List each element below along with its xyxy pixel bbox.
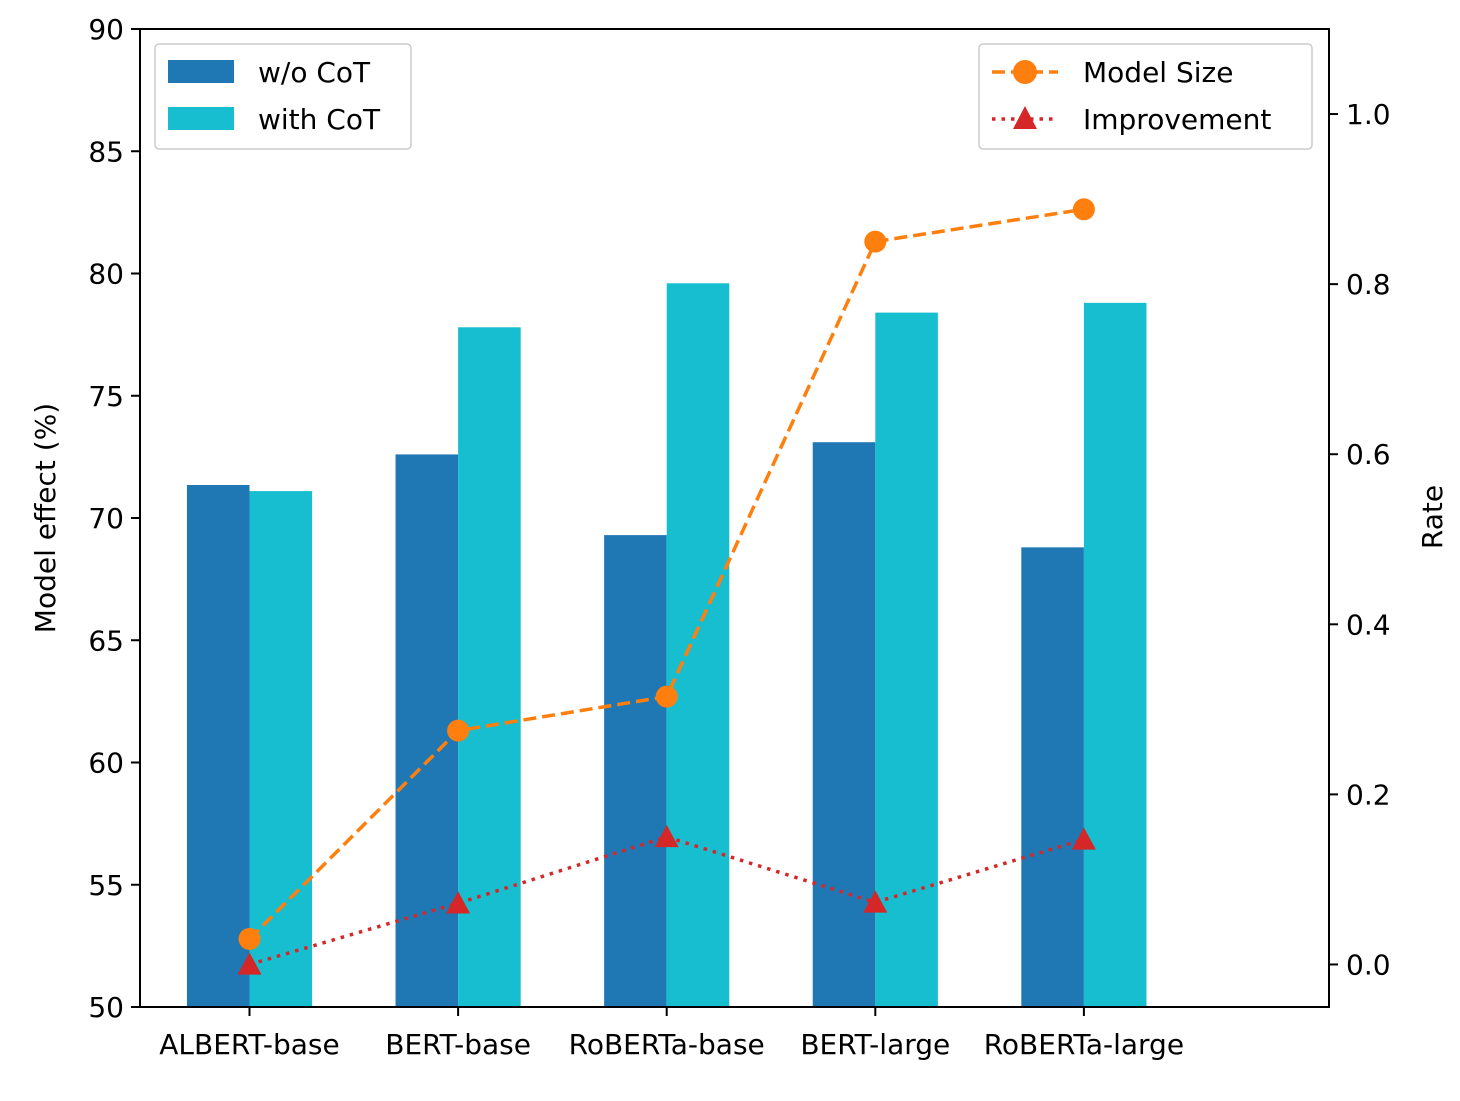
legend-swatch-wo-cot xyxy=(168,60,234,83)
bar-with-cot-bert-base xyxy=(458,327,521,1007)
right-tick-label-0.4: 0.4 xyxy=(1346,608,1391,641)
right-tick-label-0.6: 0.6 xyxy=(1346,438,1391,471)
legend-label-improvement: Improvement xyxy=(1083,103,1271,136)
point-improvement-bert-base xyxy=(446,891,471,914)
point-model-size-roberta-large xyxy=(1072,198,1095,221)
left-tick-label-90: 90 xyxy=(88,13,124,46)
legend-marker-improvement xyxy=(1013,106,1037,129)
left-tick-label-50: 50 xyxy=(88,991,124,1024)
x-tick-label-bert-base: BERT-base xyxy=(385,1028,531,1061)
point-improvement-roberta-large xyxy=(1071,827,1096,850)
legend-lines: Model Size Improvement xyxy=(978,43,1313,150)
bar-w-o-cot-bert-large xyxy=(812,442,876,1008)
point-improvement-bert-large xyxy=(863,890,888,913)
legend-swatch-with-cot xyxy=(168,107,234,130)
x-tick-label-roberta-large: RoBERTa-large xyxy=(984,1028,1184,1061)
legend-label-wo-cot: w/o CoT xyxy=(258,56,371,89)
bar-with-cot-roberta-base xyxy=(666,283,730,1007)
left-tick-label-70: 70 xyxy=(88,502,124,535)
right-tick-label-1.0: 1.0 xyxy=(1346,98,1391,131)
bars-layer xyxy=(186,283,1147,1008)
x-tick-label-albert-base: ALBERT-base xyxy=(159,1028,339,1061)
left-tick-label-55: 55 xyxy=(88,869,124,902)
x-tick-label-roberta-base: RoBERTa-base xyxy=(569,1028,765,1061)
point-model-size-bert-large xyxy=(864,230,887,253)
right-tick-label-0.8: 0.8 xyxy=(1346,268,1391,301)
legend-lines-frame xyxy=(978,43,1313,150)
bar-with-cot-bert-large xyxy=(875,312,938,1007)
right-axis-title: Rate xyxy=(1416,485,1449,549)
left-tick-label-60: 60 xyxy=(88,747,124,780)
left-axis-title: Model effect (%) xyxy=(29,403,62,633)
point-model-size-roberta-base xyxy=(655,685,678,708)
left-tick-label-80: 80 xyxy=(88,258,124,291)
legend-label-with-cot: with CoT xyxy=(258,103,381,136)
legend-marker-model-size xyxy=(1013,60,1037,84)
bar-with-cot-roberta-large xyxy=(1083,302,1147,1008)
bar-w-o-cot-roberta-large xyxy=(1021,547,1084,1007)
left-tick-label-65: 65 xyxy=(88,624,124,657)
x-tick-label-bert-large: BERT-large xyxy=(800,1028,950,1061)
legend-bars: w/o CoT with CoT xyxy=(154,43,412,150)
legend-label-model-size: Model Size xyxy=(1083,56,1233,89)
left-tick-label-75: 75 xyxy=(88,380,124,413)
lines-layer xyxy=(237,198,1096,975)
right-tick-label-0.0: 0.0 xyxy=(1346,948,1391,981)
point-model-size-albert-base xyxy=(238,927,261,950)
right-tick-label-0.2: 0.2 xyxy=(1346,778,1391,811)
line-improvement xyxy=(249,835,1085,967)
axes-layer: 50 55 60 65 70 75 80 85 90 0.0 0.2 0.4 0.6 0.8 1.0 ALBE… xyxy=(88,13,1390,1061)
plot-frame xyxy=(139,28,1330,1008)
point-improvement-roberta-base xyxy=(654,824,679,848)
left-tick-label-85: 85 xyxy=(88,135,124,168)
bar-w-o-cot-roberta-base xyxy=(604,535,667,1007)
bar-with-cot-albert-base xyxy=(249,491,313,1008)
point-improvement-albert-base xyxy=(237,952,262,975)
bar-w-o-cot-albert-base xyxy=(186,484,250,1007)
point-model-size-bert-base xyxy=(447,719,470,742)
